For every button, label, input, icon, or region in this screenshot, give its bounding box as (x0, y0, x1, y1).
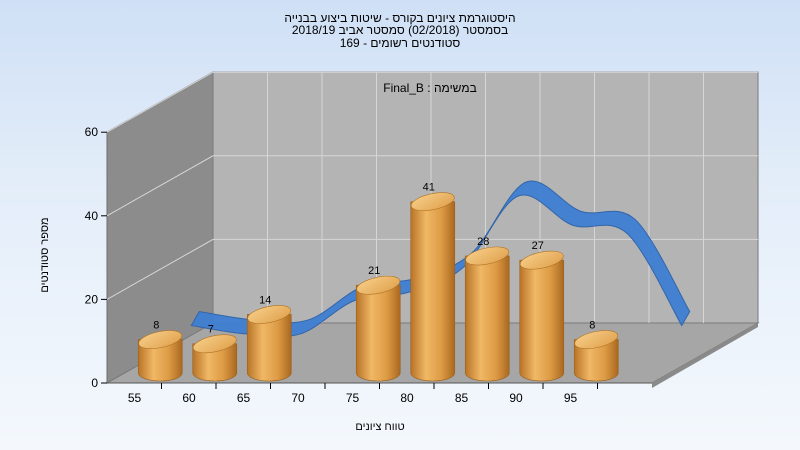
bar-85: 27 (519, 240, 565, 382)
bar-70: 21 (355, 265, 401, 382)
bar-50: 8 (137, 320, 183, 382)
bar-value-label-55: 7 (208, 324, 214, 336)
bar-value-label-85: 27 (532, 240, 544, 252)
bar-top-60 (247, 305, 292, 324)
x-tick-label-90: 90 (509, 391, 523, 405)
grid-line-y-20 (106, 238, 758, 300)
bar-90: 8 (573, 320, 619, 382)
bar-value-label-80: 28 (477, 236, 489, 248)
bar-top-70 (356, 275, 401, 295)
x-tick-label-60: 60 (182, 391, 196, 405)
task-annotation: Final_B : במשימה (383, 81, 477, 95)
bar-top-55 (192, 334, 237, 354)
y-tick-label-20: 20 (85, 292, 99, 306)
x-tick-label-80: 80 (400, 391, 414, 405)
y-tick-label-0: 0 (91, 376, 98, 390)
y-axis-ticks: 0 20 40 60 (85, 125, 107, 390)
bar-body-90 (573, 339, 619, 382)
bar-top-50 (138, 330, 183, 349)
x-axis-label: טווח ציונים (355, 421, 404, 433)
x-tick-label-70: 70 (291, 391, 305, 405)
bar-top-85 (519, 250, 564, 270)
bar-value-label-60: 14 (259, 294, 271, 306)
grid-line-y-40 (106, 155, 758, 217)
bar-top-80 (465, 246, 510, 266)
chart-title-line-2: בסמסטר (02/2018) סמסטר אביב 2018/19 (291, 23, 509, 37)
bar-60: 14 (246, 294, 292, 382)
bar-value-label-75: 41 (423, 182, 435, 194)
chart-title-line-3: סטודנטים רשומים - 169 (339, 36, 461, 50)
chart-bars: 8 7 14 21 41 28 27 8 (137, 182, 619, 382)
x-tick-label-65: 65 (237, 391, 251, 405)
grid-line-y-60 (106, 71, 758, 133)
bar-value-label-50: 8 (153, 320, 159, 332)
chart-floor-edge (652, 323, 758, 388)
bar-body-50 (137, 339, 183, 382)
x-tick-label-55: 55 (128, 391, 142, 405)
bar-body-75 (410, 201, 456, 382)
bar-75: 41 (410, 182, 456, 382)
bar-body-70 (355, 284, 401, 382)
x-axis-ticks: 55 60 65 70 75 80 85 90 95 (107, 382, 652, 405)
bar-top-75 (410, 192, 455, 211)
chart-title-line-1: היסטוגרמת ציונים בקורס - שיטות ביצוע בבנ… (284, 11, 516, 25)
bar-body-60 (246, 314, 292, 382)
bar-top-90 (574, 330, 619, 349)
bar-80: 28 (464, 236, 510, 382)
x-tick-label-85: 85 (455, 391, 469, 405)
bar-55: 7 (192, 324, 238, 382)
bar-body-85 (519, 259, 565, 382)
y-axis-label: מספר סטודנטים (39, 217, 51, 292)
bar-value-label-70: 21 (368, 265, 380, 277)
y-tick-label-60: 60 (85, 125, 99, 139)
bar-value-label-90: 8 (589, 320, 595, 332)
bar-body-80 (464, 255, 510, 382)
x-tick-label-75: 75 (346, 391, 360, 405)
x-tick-label-95: 95 (564, 391, 578, 405)
y-tick-label-40: 40 (85, 209, 99, 223)
